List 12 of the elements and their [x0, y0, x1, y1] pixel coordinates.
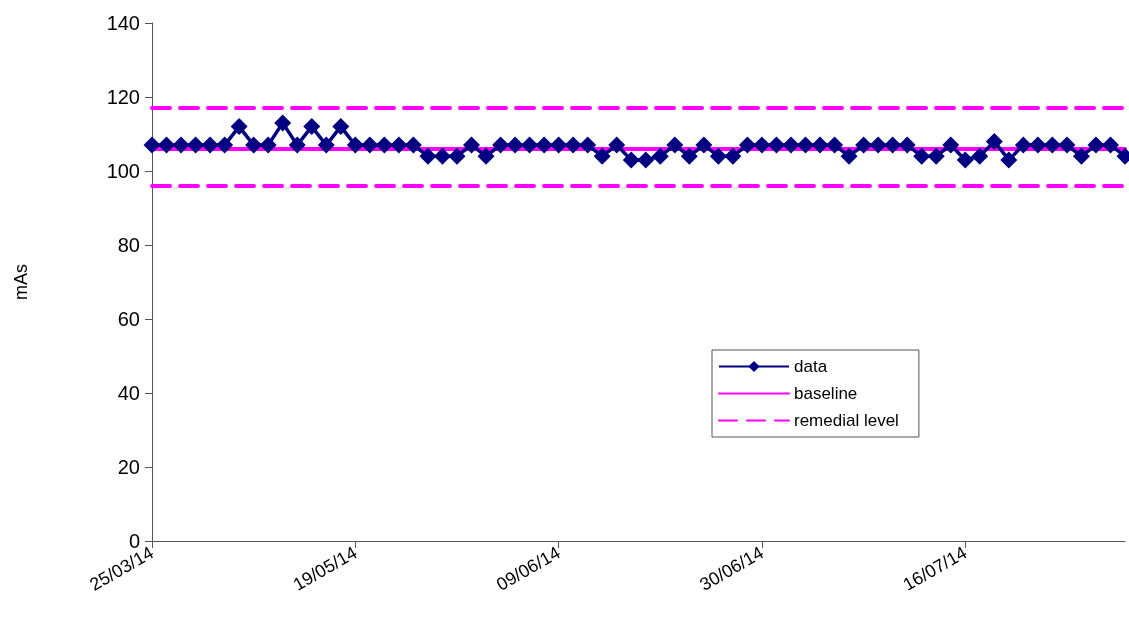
y-axis-title: mAs: [11, 264, 31, 300]
y-tick-label: 40: [117, 382, 140, 404]
y-tick-label: 140: [106, 12, 140, 34]
y-tick-label: 100: [106, 160, 140, 182]
y-tick-label: 80: [117, 234, 140, 256]
y-tick-label: 20: [117, 456, 140, 478]
y-tick-label: 120: [106, 86, 140, 108]
legend-label: remedial level: [794, 411, 899, 430]
legend-label: baseline: [794, 384, 858, 403]
y-tick-label: 0: [128, 530, 140, 552]
y-tick-label: 60: [117, 308, 140, 330]
legend-label: data: [794, 357, 828, 376]
